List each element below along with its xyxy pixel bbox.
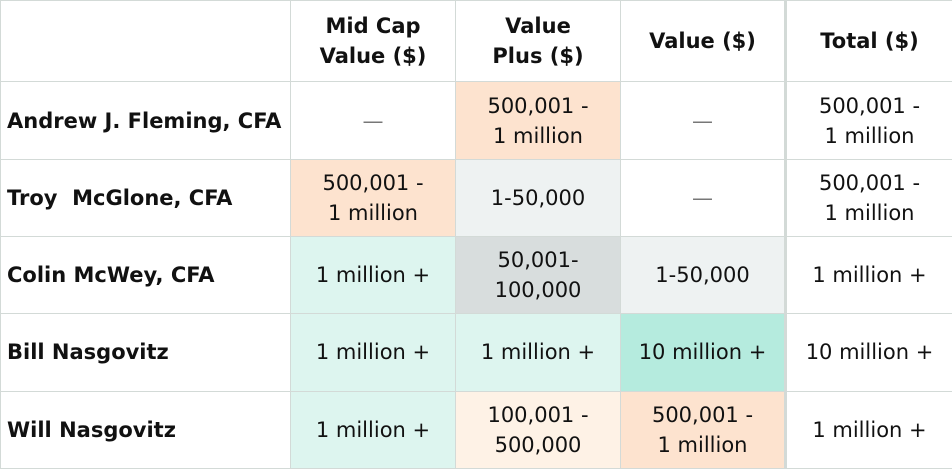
header-row: Mid Cap Value ($) Value Plus ($) Value (… [0, 0, 952, 83]
row-name: Will Nasgovitz [0, 390, 291, 469]
table-cell: 500,001 - 1 million [620, 390, 786, 469]
row-name: Bill Nasgovitz [0, 313, 291, 392]
table-cell: 1-50,000 [455, 158, 621, 238]
table-cell: 1 million + [290, 390, 456, 469]
table-cell: 1-50,000 [620, 235, 786, 315]
table-row: Colin McWey, CFA 1 million + 50,001- 100… [0, 235, 952, 315]
table-row: Andrew J. Fleming, CFA — 500,001 - 1 mil… [0, 81, 952, 160]
table-cell-total: 1 million + [784, 390, 952, 469]
table-cell: 500,001 - 1 million [455, 81, 621, 160]
header-mid-cap-value: Mid Cap Value ($) [290, 0, 456, 83]
header-value: Value ($) [620, 0, 786, 83]
row-name: Troy McGlone, CFA [0, 158, 291, 238]
header-total: Total ($) [784, 0, 952, 83]
row-name: Colin McWey, CFA [0, 235, 291, 315]
table-cell: 1 million + [290, 313, 456, 392]
table-cell: — [290, 81, 456, 160]
table-cell-total: 500,001 - 1 million [784, 81, 952, 160]
table-cell-total: 500,001 - 1 million [784, 158, 952, 238]
table-cell: 500,001 - 1 million [290, 158, 456, 238]
table-cell: 10 million + [620, 313, 786, 392]
table-cell: 100,001 - 500,000 [455, 390, 621, 469]
table-row: Will Nasgovitz 1 million + 100,001 - 500… [0, 390, 952, 469]
table-cell: — [620, 158, 786, 238]
table-cell: — [620, 81, 786, 160]
table-cell-total: 1 million + [784, 235, 952, 315]
header-cell-blank [0, 0, 291, 83]
table-cell: 1 million + [290, 235, 456, 315]
table-cell: 50,001- 100,000 [455, 235, 621, 315]
table-row: Troy McGlone, CFA 500,001 - 1 million 1-… [0, 158, 952, 238]
header-value-plus: Value Plus ($) [455, 0, 621, 83]
table-row: Bill Nasgovitz 1 million + 1 million + 1… [0, 313, 952, 392]
row-name: Andrew J. Fleming, CFA [0, 81, 291, 160]
table-cell-total: 10 million + [784, 313, 952, 392]
table-cell: 1 million + [455, 313, 621, 392]
